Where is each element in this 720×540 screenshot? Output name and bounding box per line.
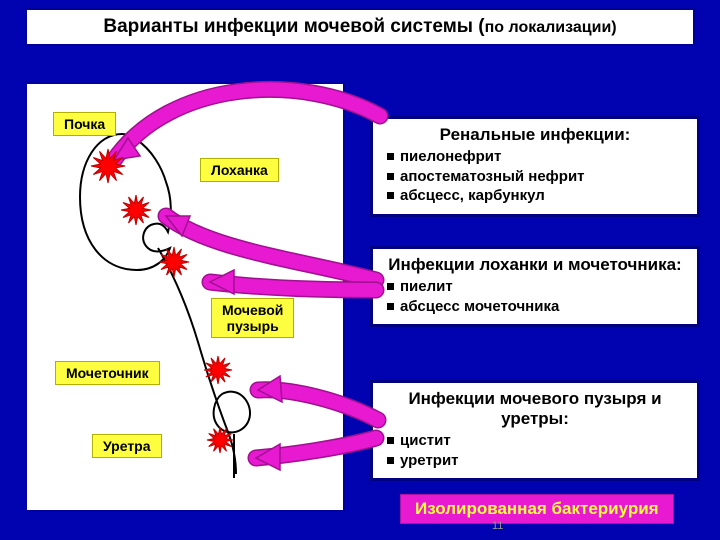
info-title-bladder: Инфекции мочевого пузыря и уретры:: [383, 389, 687, 429]
info-box-renal: Ренальные инфекции: пиелонефритапостемат…: [370, 116, 700, 217]
urinary-system-drawing: [27, 84, 347, 514]
info-list-renal: пиелонефритапостематозный нефритабсцесс,…: [383, 147, 687, 206]
info-list-bladder: циституретрит: [383, 431, 687, 470]
page-number: 11: [492, 520, 503, 532]
info-item: цистит: [387, 431, 687, 451]
info-item: пиелит: [387, 277, 687, 297]
bacteriuria-box: Изолированная бактериурия: [400, 494, 674, 524]
label-ureter: Мочеточник: [55, 361, 160, 385]
label-kidney: Почка: [53, 112, 116, 136]
title-main: Варианты инфекции мочевой системы (: [103, 16, 484, 37]
info-item: апостематозный нефрит: [387, 167, 687, 187]
info-list-pelvis: пиелитабсцесс мочеточника: [383, 277, 687, 316]
label-pelvis: Лоханка: [200, 158, 279, 182]
title-box: Варианты инфекции мочевой системы (по ло…: [25, 8, 695, 46]
info-box-bladder: Инфекции мочевого пузыря и уретры: цисти…: [370, 380, 700, 481]
label-bladder: Мочевой пузырь: [211, 298, 294, 338]
diagram-panel: [25, 82, 345, 512]
info-box-pelvis: Инфекции лоханки и мочеточника: пиелитаб…: [370, 246, 700, 327]
info-item: абсцесс, карбункул: [387, 186, 687, 206]
info-title-pelvis: Инфекции лоханки и мочеточника:: [383, 255, 687, 275]
info-item: пиелонефрит: [387, 147, 687, 167]
info-title-renal: Ренальные инфекции:: [383, 125, 687, 145]
info-item: уретрит: [387, 451, 687, 471]
label-urethra: Уретра: [92, 434, 162, 458]
info-item: абсцесс мочеточника: [387, 297, 687, 317]
title-sub: по локализации): [485, 19, 617, 36]
